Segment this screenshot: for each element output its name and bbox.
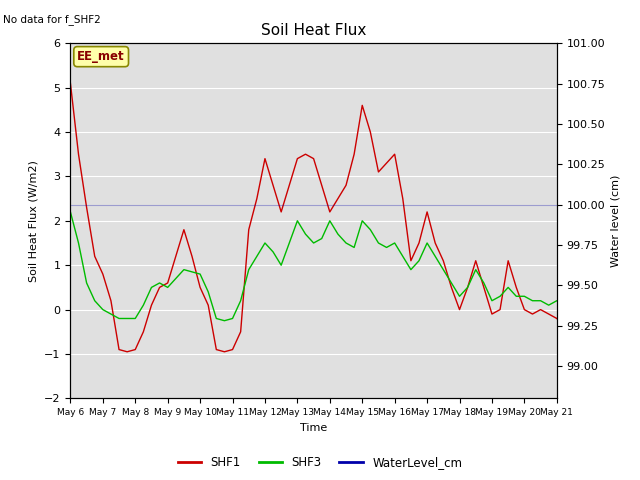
X-axis label: Time: Time [300,423,327,432]
Legend: SHF1, SHF3, WaterLevel_cm: SHF1, SHF3, WaterLevel_cm [173,452,467,474]
Y-axis label: Water level (cm): Water level (cm) [611,175,621,267]
Text: EE_met: EE_met [77,50,125,63]
Text: No data for f_SHF2: No data for f_SHF2 [3,14,101,25]
Title: Soil Heat Flux: Soil Heat Flux [261,23,366,38]
Y-axis label: Soil Heat Flux (W/m2): Soil Heat Flux (W/m2) [29,160,38,282]
